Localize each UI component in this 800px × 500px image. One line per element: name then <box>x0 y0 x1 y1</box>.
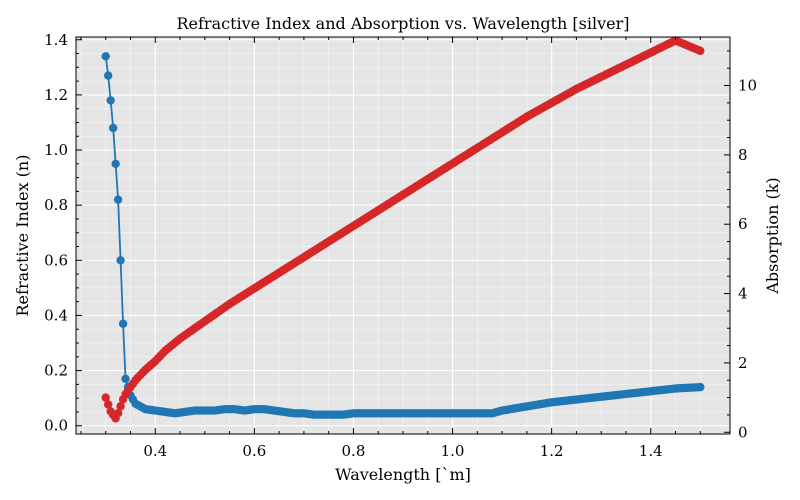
y-left-tick-label: 0.6 <box>44 251 68 269</box>
chart-title: Refractive Index and Absorption vs. Wave… <box>176 14 629 33</box>
data-point <box>113 195 123 204</box>
data-point <box>101 52 110 61</box>
x-tick-label: 0.6 <box>242 442 266 460</box>
y-right-tick-label: 8 <box>738 146 748 164</box>
data-point <box>118 319 128 328</box>
y-left-tick-label: 0.2 <box>44 362 68 380</box>
x-tick-label: 1.2 <box>540 442 564 460</box>
data-point <box>111 159 120 169</box>
y-left-tick-label: 1.0 <box>44 141 68 159</box>
data-point <box>101 393 110 402</box>
y-left-tick-label: 0.8 <box>44 196 68 214</box>
x-axis-label: Wavelength [`m] <box>335 465 471 484</box>
y-right-axis-label: Absorption (k) <box>763 177 782 294</box>
series-right-axis <box>101 36 705 423</box>
y-left-tick-label: 0.0 <box>44 417 68 435</box>
y-left-tick-label: 1.2 <box>44 86 68 104</box>
y-right-tick-label: 6 <box>738 215 748 233</box>
data-point <box>696 382 705 392</box>
series-layer <box>101 36 705 423</box>
data-point <box>696 46 705 56</box>
x-tick-label: 0.4 <box>143 442 167 460</box>
data-point <box>113 408 123 418</box>
x-tick-label: 1.4 <box>639 442 663 460</box>
y-left-tick-label: 1.4 <box>44 31 68 49</box>
data-point <box>106 96 115 105</box>
y-left-axis-label: Refractive Index (n) <box>13 155 32 317</box>
x-tick-label: 0.8 <box>342 442 366 460</box>
y-right-tick-label: 2 <box>738 354 748 372</box>
y-right-tick-label: 10 <box>738 77 757 95</box>
data-point <box>104 71 113 80</box>
x-tick-label: 1.0 <box>441 442 465 460</box>
data-point <box>104 400 113 409</box>
y-left-tick-label: 0.4 <box>44 306 68 324</box>
data-point <box>116 256 125 265</box>
y-right-tick-label: 0 <box>738 423 748 441</box>
data-point <box>121 374 130 384</box>
ticks: 0.4 0.6 0.8 1.0 1.2 1.4 0.0 0.2 0.4 0.6 0.8 1.0 1.2 1… <box>44 31 757 460</box>
data-point <box>108 123 118 133</box>
y-right-tick-label: 4 <box>738 285 748 303</box>
series-left-axis <box>101 52 705 419</box>
data-point <box>116 402 125 411</box>
